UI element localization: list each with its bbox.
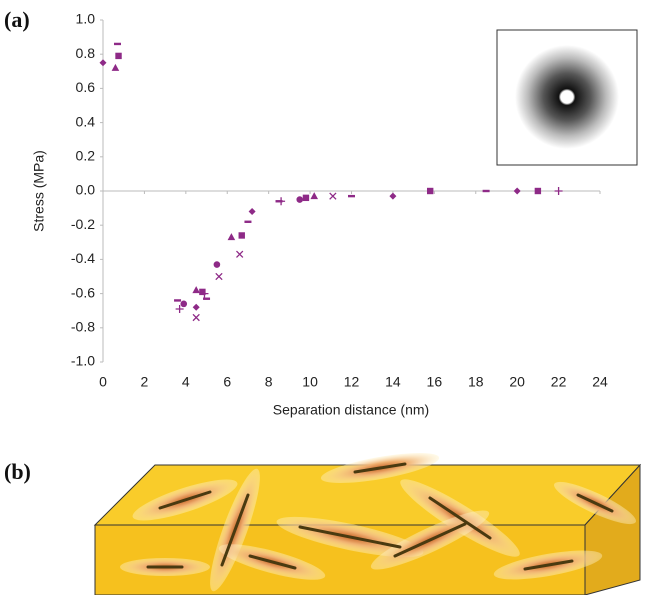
- point: [303, 195, 309, 201]
- composite-illustration: [95, 447, 640, 595]
- y-axis-title: Stress (MPa): [31, 150, 47, 232]
- y-tick-label: 0.8: [76, 45, 96, 61]
- x-tick-label: 14: [385, 374, 401, 390]
- figure: (a) (b) Stress (MPa) Se: [0, 0, 655, 595]
- point: [114, 43, 121, 45]
- x-tick-label: 16: [427, 374, 443, 390]
- y-tick-label: 1.0: [76, 11, 96, 27]
- x-tick-label: 24: [592, 374, 608, 390]
- point: [228, 233, 236, 240]
- point: [514, 188, 521, 195]
- x-tick-label: 4: [182, 374, 190, 390]
- point: [427, 188, 433, 194]
- point: [174, 299, 181, 301]
- point: [216, 273, 222, 279]
- point: [310, 192, 318, 199]
- inset-image: [497, 30, 637, 165]
- point: [555, 187, 563, 195]
- point: [180, 301, 187, 308]
- y-tick-label: 0.2: [76, 148, 96, 164]
- y-tick-label: -1.0: [71, 353, 95, 369]
- point: [239, 232, 245, 238]
- x-tick-label: 2: [141, 374, 149, 390]
- point: [236, 251, 242, 257]
- point: [100, 59, 107, 66]
- x-tick-label: 22: [551, 374, 567, 390]
- x-tick-label: 18: [468, 374, 484, 390]
- point: [277, 197, 285, 205]
- point: [193, 314, 199, 320]
- panel-label: (a): [4, 7, 30, 32]
- y-tick-label: -0.2: [71, 216, 95, 232]
- point: [112, 64, 120, 71]
- point: [244, 221, 251, 223]
- panel-label: (b): [4, 459, 31, 484]
- point: [330, 193, 336, 199]
- x-axis-title: Separation distance (nm): [273, 402, 429, 418]
- point: [389, 193, 396, 200]
- point: [483, 190, 490, 192]
- point: [192, 286, 200, 293]
- point: [214, 261, 221, 268]
- point: [115, 53, 121, 59]
- y-tick-label: 0.6: [76, 79, 96, 95]
- x-tick-label: 0: [99, 374, 107, 390]
- point: [193, 304, 200, 311]
- point: [535, 188, 541, 194]
- x-tick-label: 10: [302, 374, 318, 390]
- y-tick-label: -0.4: [71, 250, 95, 266]
- y-tick-label: 0.0: [76, 182, 96, 198]
- point: [249, 208, 256, 215]
- y-tick-label: 0.4: [76, 113, 96, 129]
- x-tick-label: 8: [265, 374, 273, 390]
- page: {"panel_labels": ["(a)", "(b)"], "chart_…: [0, 0, 655, 595]
- point: [296, 196, 303, 203]
- point: [348, 195, 355, 197]
- point: [203, 298, 210, 300]
- y-tick-label: -0.6: [71, 284, 95, 300]
- x-tick-label: 12: [344, 374, 360, 390]
- x-tick-label: 6: [223, 374, 231, 390]
- x-tick-label: 20: [509, 374, 525, 390]
- y-tick-label: -0.8: [71, 319, 95, 335]
